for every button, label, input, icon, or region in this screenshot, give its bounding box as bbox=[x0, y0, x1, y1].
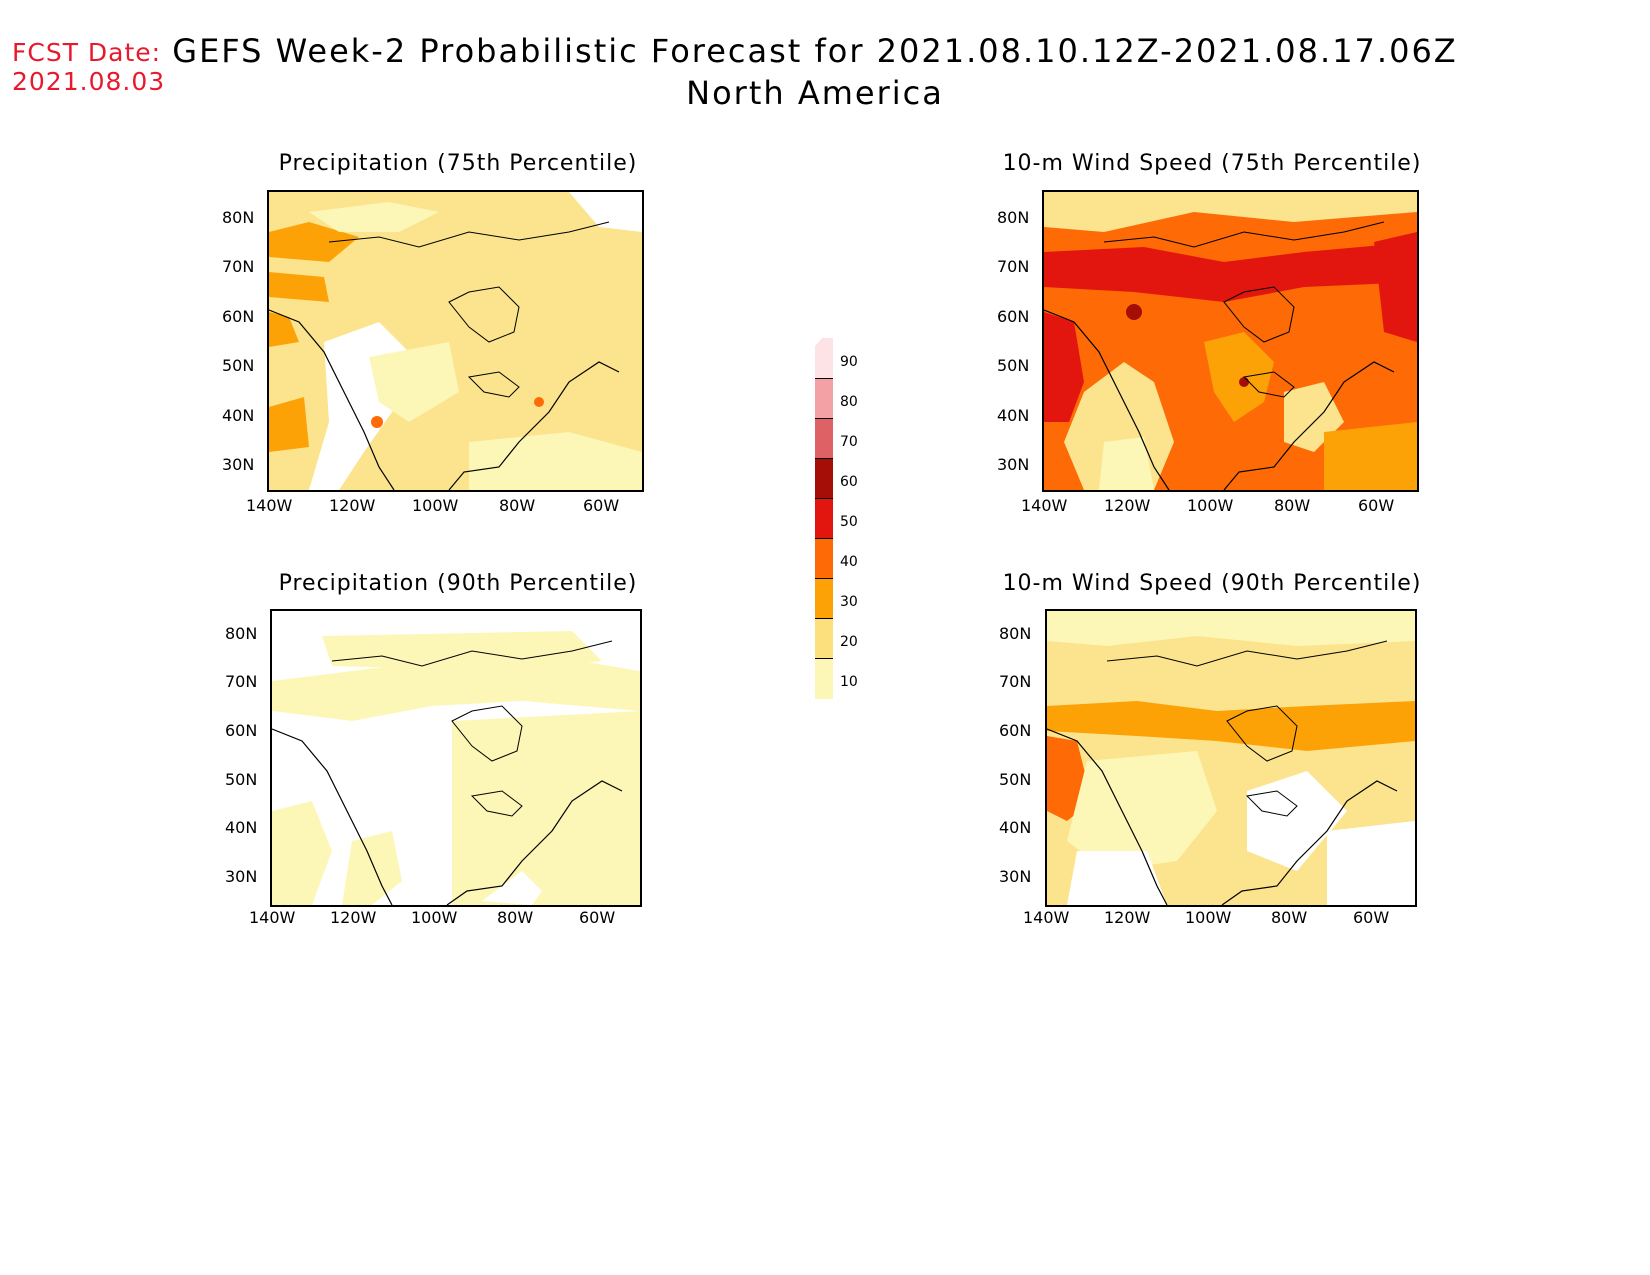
lat-label: 70N bbox=[222, 257, 255, 276]
panel-title-wind-90: 10-m Wind Speed (90th Percentile) bbox=[1002, 571, 1422, 596]
lat-label: 50N bbox=[225, 770, 258, 789]
colorbar-swatch bbox=[815, 498, 833, 539]
map-wind-90 bbox=[1045, 609, 1417, 907]
title-line-2: North America bbox=[686, 74, 944, 112]
lon-label: 120W bbox=[330, 908, 377, 927]
lon-label: 60W bbox=[1353, 908, 1390, 927]
lat-label: 60N bbox=[222, 307, 255, 326]
lon-label: 100W bbox=[412, 496, 459, 515]
panel-title-precip-75: Precipitation (75th Percentile) bbox=[278, 151, 638, 176]
lon-label: 120W bbox=[329, 496, 376, 515]
lon-label: 80W bbox=[497, 908, 534, 927]
lat-label: 30N bbox=[222, 455, 255, 474]
colorbar-label: 10 bbox=[840, 674, 858, 690]
lat-label: 70N bbox=[999, 672, 1032, 691]
title-line-1: GEFS Week-2 Probabilistic Forecast for 2… bbox=[172, 32, 1458, 70]
lat-label: 60N bbox=[997, 307, 1030, 326]
lon-label: 140W bbox=[1023, 908, 1070, 927]
lat-label: 80N bbox=[222, 208, 255, 227]
lon-label: 140W bbox=[1021, 496, 1068, 515]
lat-label: 60N bbox=[225, 721, 258, 740]
lat-label: 80N bbox=[997, 208, 1030, 227]
lon-label: 140W bbox=[246, 496, 293, 515]
lat-label: 40N bbox=[222, 406, 255, 425]
lon-label: 100W bbox=[1187, 496, 1234, 515]
page-title: GEFS Week-2 Probabilistic Forecast for 2… bbox=[160, 30, 1470, 114]
colorbar-swatch bbox=[815, 458, 833, 499]
colorbar: 90 80 70 60 50 40 30 20 10 bbox=[815, 338, 885, 738]
lon-label: 60W bbox=[583, 496, 620, 515]
colorbar-swatch bbox=[815, 618, 833, 659]
colorbar-label: 50 bbox=[840, 514, 858, 530]
map-precip-90 bbox=[270, 609, 642, 907]
forecast-date: FCST Date: 2021.08.03 bbox=[12, 38, 165, 96]
lon-label: 80W bbox=[1271, 908, 1308, 927]
lon-label: 100W bbox=[411, 908, 458, 927]
lat-label: 40N bbox=[997, 406, 1030, 425]
panel-title-wind-75: 10-m Wind Speed (75th Percentile) bbox=[1002, 151, 1422, 176]
lon-label: 120W bbox=[1104, 908, 1151, 927]
map-wind-75 bbox=[1042, 190, 1419, 492]
colorbar-label: 70 bbox=[840, 434, 858, 450]
map-precip-75-field bbox=[269, 192, 642, 490]
lon-label: 140W bbox=[249, 908, 296, 927]
map-wind-90-field bbox=[1047, 611, 1415, 905]
lat-label: 50N bbox=[222, 356, 255, 375]
lat-label: 80N bbox=[225, 624, 258, 643]
lat-label: 60N bbox=[999, 721, 1032, 740]
colorbar-label: 30 bbox=[840, 594, 858, 610]
colorbar-label: 90 bbox=[840, 354, 858, 370]
map-precip-90-field bbox=[272, 611, 640, 905]
lat-label: 50N bbox=[999, 770, 1032, 789]
colorbar-swatch bbox=[815, 378, 833, 419]
colorbar-swatch bbox=[815, 418, 833, 459]
colorbar-swatch bbox=[815, 658, 833, 699]
colorbar-swatch bbox=[815, 578, 833, 619]
lat-label: 50N bbox=[997, 356, 1030, 375]
lat-label: 80N bbox=[999, 624, 1032, 643]
lat-label: 30N bbox=[997, 455, 1030, 474]
map-precip-75 bbox=[267, 190, 644, 492]
lon-label: 120W bbox=[1104, 496, 1151, 515]
lat-label: 40N bbox=[225, 818, 258, 837]
lon-label: 60W bbox=[1358, 496, 1395, 515]
colorbar-label: 60 bbox=[840, 474, 858, 490]
colorbar-label: 40 bbox=[840, 554, 858, 570]
lat-label: 70N bbox=[997, 257, 1030, 276]
colorbar-swatch bbox=[815, 538, 833, 579]
lon-label: 60W bbox=[579, 908, 616, 927]
lon-label: 100W bbox=[1185, 908, 1232, 927]
lat-label: 30N bbox=[225, 867, 258, 886]
colorbar-swatch bbox=[815, 338, 833, 378]
lat-label: 70N bbox=[225, 672, 258, 691]
map-wind-75-field bbox=[1044, 192, 1417, 490]
lon-label: 80W bbox=[499, 496, 536, 515]
lat-label: 40N bbox=[999, 818, 1032, 837]
forecast-date-value: 2021.08.03 bbox=[12, 67, 166, 96]
lat-label: 30N bbox=[999, 867, 1032, 886]
forecast-date-label: FCST Date: bbox=[12, 38, 162, 67]
panel-title-precip-90: Precipitation (90th Percentile) bbox=[278, 571, 638, 596]
colorbar-label: 20 bbox=[840, 634, 858, 650]
lon-label: 80W bbox=[1274, 496, 1311, 515]
colorbar-label: 80 bbox=[840, 394, 858, 410]
